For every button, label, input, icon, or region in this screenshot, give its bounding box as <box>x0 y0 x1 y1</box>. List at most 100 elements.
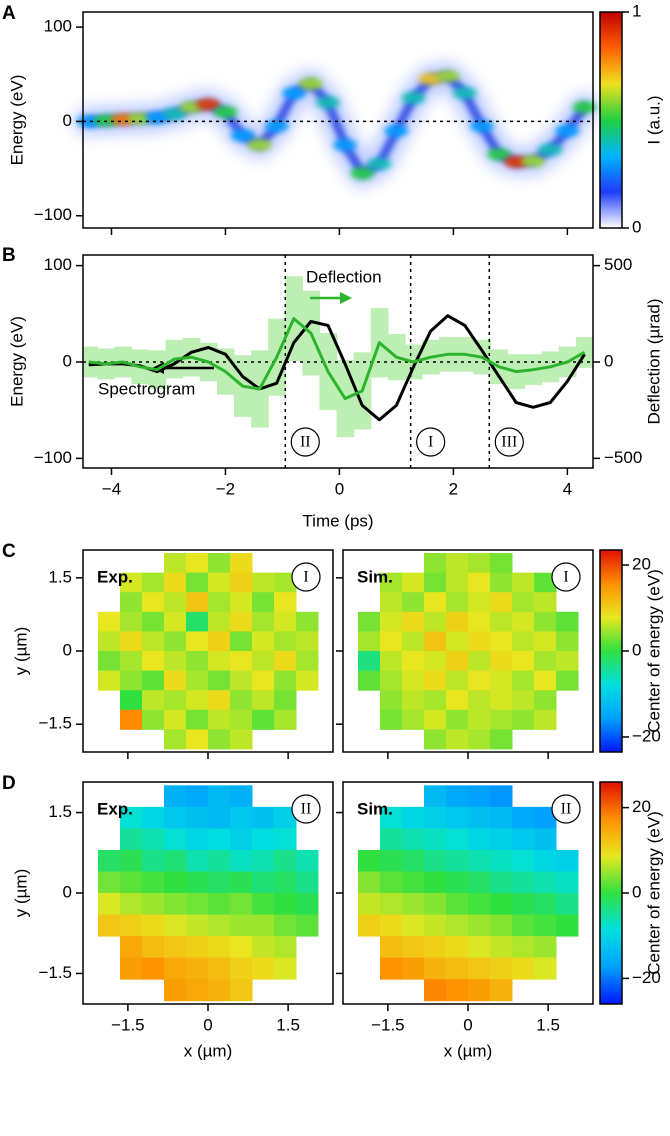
heatmap-cell <box>424 979 447 1002</box>
map-title: Sim. <box>357 799 393 818</box>
heatmap-cell <box>512 914 535 937</box>
heatmap-cell <box>98 849 121 872</box>
heatmap-cell <box>186 611 209 632</box>
intensity-spot <box>264 120 289 133</box>
heatmap-cell <box>120 914 143 937</box>
heatmap-cell <box>120 806 143 829</box>
heatmap-cell <box>534 651 557 672</box>
heatmap-cell <box>424 936 447 959</box>
x-tick-label: 0 <box>463 1015 472 1034</box>
heatmap-cell <box>490 651 513 672</box>
heatmap-cell <box>446 709 469 730</box>
colorbar-tick-label: 0 <box>632 882 641 901</box>
heatmap-cell <box>490 914 513 937</box>
heatmap-cell <box>164 553 187 574</box>
x-axis-label: x (µm) <box>444 1041 493 1060</box>
heatmap-cell <box>402 572 425 593</box>
heatmap-cell <box>164 979 187 1002</box>
marker-label: II <box>300 434 311 451</box>
heatmap-cell <box>402 690 425 711</box>
heatmap-cell <box>424 631 447 652</box>
heatmap-cell <box>512 690 535 711</box>
heatmap-cell <box>424 729 447 750</box>
heatmap-cell <box>120 709 143 730</box>
map-title: Exp. <box>97 567 133 586</box>
heatmap-cell <box>164 709 187 730</box>
heatmap-cell <box>424 651 447 672</box>
heatmap-cell <box>512 957 535 980</box>
heatmap-cell <box>142 871 165 894</box>
heatmap-cell <box>274 871 297 894</box>
heatmap-cell <box>120 871 143 894</box>
heatmap-cell <box>164 914 187 937</box>
heatmap-cell <box>380 871 403 894</box>
heatmap-cell <box>98 670 121 691</box>
heatmap-cell <box>468 936 491 959</box>
heatmap-cell <box>98 871 121 894</box>
heatmap-cell <box>274 957 297 980</box>
heatmap-cell <box>230 785 253 808</box>
heatmap-cell <box>534 631 557 652</box>
annotation-badge <box>551 794 581 824</box>
x-tick-label: −2 <box>216 479 235 498</box>
intensity-spot <box>213 105 238 118</box>
heatmap-cell <box>490 592 513 613</box>
heatmap-cell <box>424 572 447 593</box>
heatmap-cell <box>424 957 447 980</box>
heatmap-cell <box>98 893 121 916</box>
y-tick-label: −100 <box>34 448 72 467</box>
heatmap-cell <box>446 849 469 872</box>
heatmap-cell <box>512 849 535 872</box>
heatmap-cell <box>468 871 491 894</box>
heatmap-cell <box>446 592 469 613</box>
series-line <box>88 317 586 401</box>
heatmap-cell <box>142 592 165 613</box>
heatmap-cell <box>380 828 403 851</box>
heatmap-cell <box>358 631 381 652</box>
colorbar-tick-label: −20 <box>632 726 661 745</box>
heatmap-cell <box>120 611 143 632</box>
heatmap-cell <box>230 611 253 632</box>
heatmap-cell <box>534 690 557 711</box>
heatmap-cell <box>556 914 579 937</box>
heatmap-cell <box>424 806 447 829</box>
x-tick-label: −1.5 <box>111 1015 145 1034</box>
heatmap-cell <box>208 572 231 593</box>
heatmap-cell <box>490 611 513 632</box>
intensity-spot <box>333 138 358 151</box>
heatmap-cell <box>424 785 447 808</box>
heatmap-cell <box>208 553 231 574</box>
heatmap-cell <box>380 893 403 916</box>
heatmap-cell <box>380 806 403 829</box>
map-annotation: II <box>561 801 572 818</box>
heatmap-cell <box>142 631 165 652</box>
heatmap-cell <box>468 979 491 1002</box>
heatmap-cell <box>142 936 165 959</box>
heatmap-cell <box>186 670 209 691</box>
heatmap-cell <box>402 936 425 959</box>
heatmap-cell <box>164 592 187 613</box>
y-tick-label: −1.5 <box>38 714 72 733</box>
heatmap-cell <box>164 690 187 711</box>
heatmap-cell <box>164 828 187 851</box>
heatmap-cell <box>490 572 513 593</box>
heatmap-cell <box>208 651 231 672</box>
heatmap-cell <box>446 957 469 980</box>
heatmap-cell <box>446 936 469 959</box>
heatmap-cell <box>274 806 297 829</box>
heatmap-cell <box>164 631 187 652</box>
x-tick-label: 1.5 <box>276 1015 300 1034</box>
intensity-spot <box>316 96 341 109</box>
heatmap-cell <box>446 690 469 711</box>
heatmap-cell <box>208 611 231 632</box>
heatmap-cell <box>424 709 447 730</box>
marker-label: III <box>501 434 517 451</box>
heatmap-cell <box>164 729 187 750</box>
heatmap-cell <box>424 871 447 894</box>
heatmap-cell <box>186 553 209 574</box>
heatmap-cell <box>296 871 319 894</box>
heatmap-cell <box>274 936 297 959</box>
map-title: Sim. <box>357 567 393 586</box>
heatmap-cell <box>208 729 231 750</box>
